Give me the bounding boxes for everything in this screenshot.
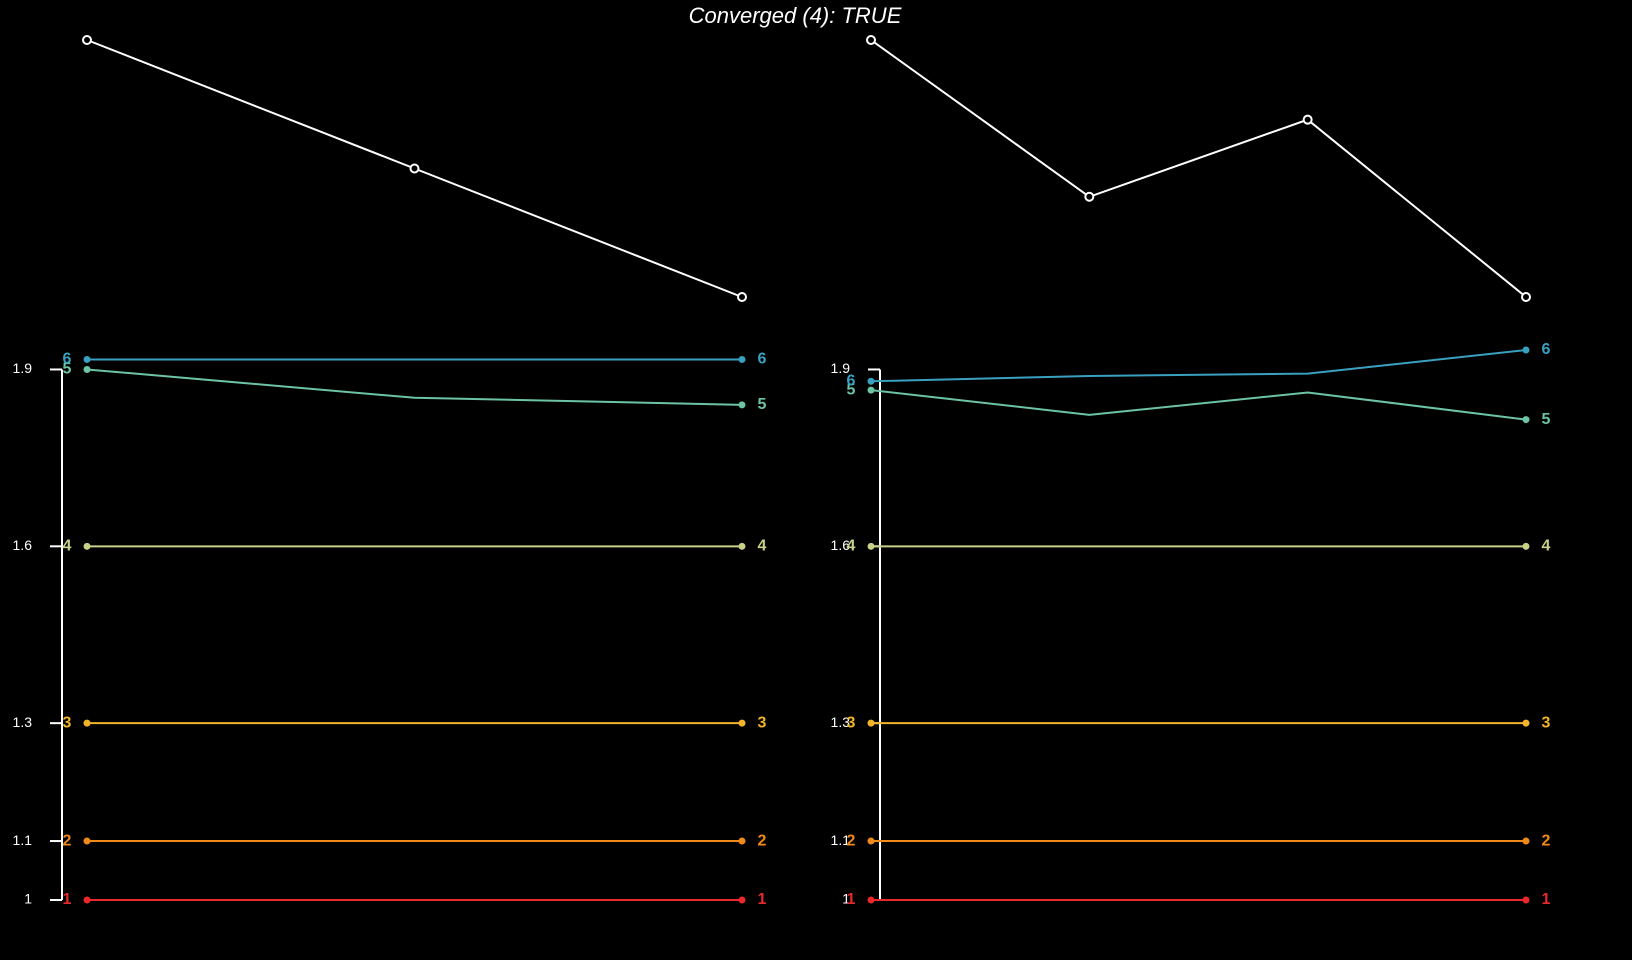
series-label-left: 6	[63, 351, 72, 368]
series-label-right: 2	[758, 832, 767, 849]
series-label-left: 2	[63, 832, 72, 849]
series-point	[867, 377, 875, 385]
y-tick-label: 1.6	[831, 537, 851, 553]
y-tick-label: 1.3	[831, 714, 851, 730]
series-label-left: 5	[63, 361, 72, 378]
y-tick-label: 1.3	[13, 714, 33, 730]
y-tick-label: 1.9	[13, 360, 33, 376]
chart-title: Converged (4): TRUE	[689, 3, 902, 28]
series-point	[83, 896, 91, 904]
y-tick-label: 1.1	[831, 832, 851, 848]
series-line	[86, 368, 743, 406]
series-label-left: 1	[847, 891, 856, 908]
trace-point	[1084, 191, 1095, 202]
y-tick-label: 1	[24, 891, 32, 907]
series-point	[1522, 346, 1530, 354]
series-point	[738, 837, 746, 845]
y-tick-label: 1.1	[13, 832, 33, 848]
trace-point	[1302, 114, 1313, 125]
series-label-right: 1	[758, 891, 767, 908]
y-tick-label: 1.9	[831, 360, 851, 376]
series-point	[738, 896, 746, 904]
series-point	[738, 719, 746, 727]
series-line	[870, 389, 1527, 421]
series-point	[1522, 719, 1530, 727]
series-point	[867, 542, 875, 550]
trace-point	[82, 35, 92, 45]
series-point	[83, 365, 91, 373]
series-label-left: 4	[63, 538, 72, 555]
series-point	[867, 837, 875, 845]
trace-point	[1521, 292, 1531, 302]
series-label-left: 2	[847, 832, 856, 849]
y-tick-label: 1	[842, 891, 850, 907]
series-point	[738, 542, 746, 550]
series-point	[83, 719, 91, 727]
series-point	[83, 355, 91, 363]
trace-point	[866, 35, 876, 45]
y-tick-label: 1.6	[13, 537, 33, 553]
series-label-left: 3	[63, 714, 72, 731]
series-point	[1522, 837, 1530, 845]
series-label-right: 1	[1542, 891, 1551, 908]
series-label-right: 3	[1542, 714, 1551, 731]
trace-line	[870, 39, 1527, 298]
series-label-right: 5	[758, 396, 767, 413]
series-point	[83, 837, 91, 845]
series-point	[738, 355, 746, 363]
series-label-right: 4	[1542, 538, 1551, 555]
series-label-right: 2	[1542, 832, 1551, 849]
series-point	[83, 542, 91, 550]
series-label-right: 6	[758, 351, 767, 368]
series-point	[867, 386, 875, 394]
series-point	[738, 401, 746, 409]
series-label-right: 5	[1542, 411, 1551, 428]
series-label-right: 3	[758, 714, 767, 731]
series-label-left: 4	[847, 538, 856, 555]
series-point	[1522, 416, 1530, 424]
series-line	[870, 349, 1527, 383]
series-point	[867, 719, 875, 727]
series-point	[867, 896, 875, 904]
series-label-right: 6	[1542, 341, 1551, 358]
trace-point	[737, 292, 747, 302]
series-label-left: 5	[847, 381, 856, 398]
series-label-right: 4	[758, 538, 767, 555]
series-label-left: 6	[847, 372, 856, 389]
series-label-left: 1	[63, 891, 72, 908]
series-point	[1522, 896, 1530, 904]
series-point	[1522, 542, 1530, 550]
trace-point	[409, 163, 420, 174]
series-label-left: 3	[847, 714, 856, 731]
